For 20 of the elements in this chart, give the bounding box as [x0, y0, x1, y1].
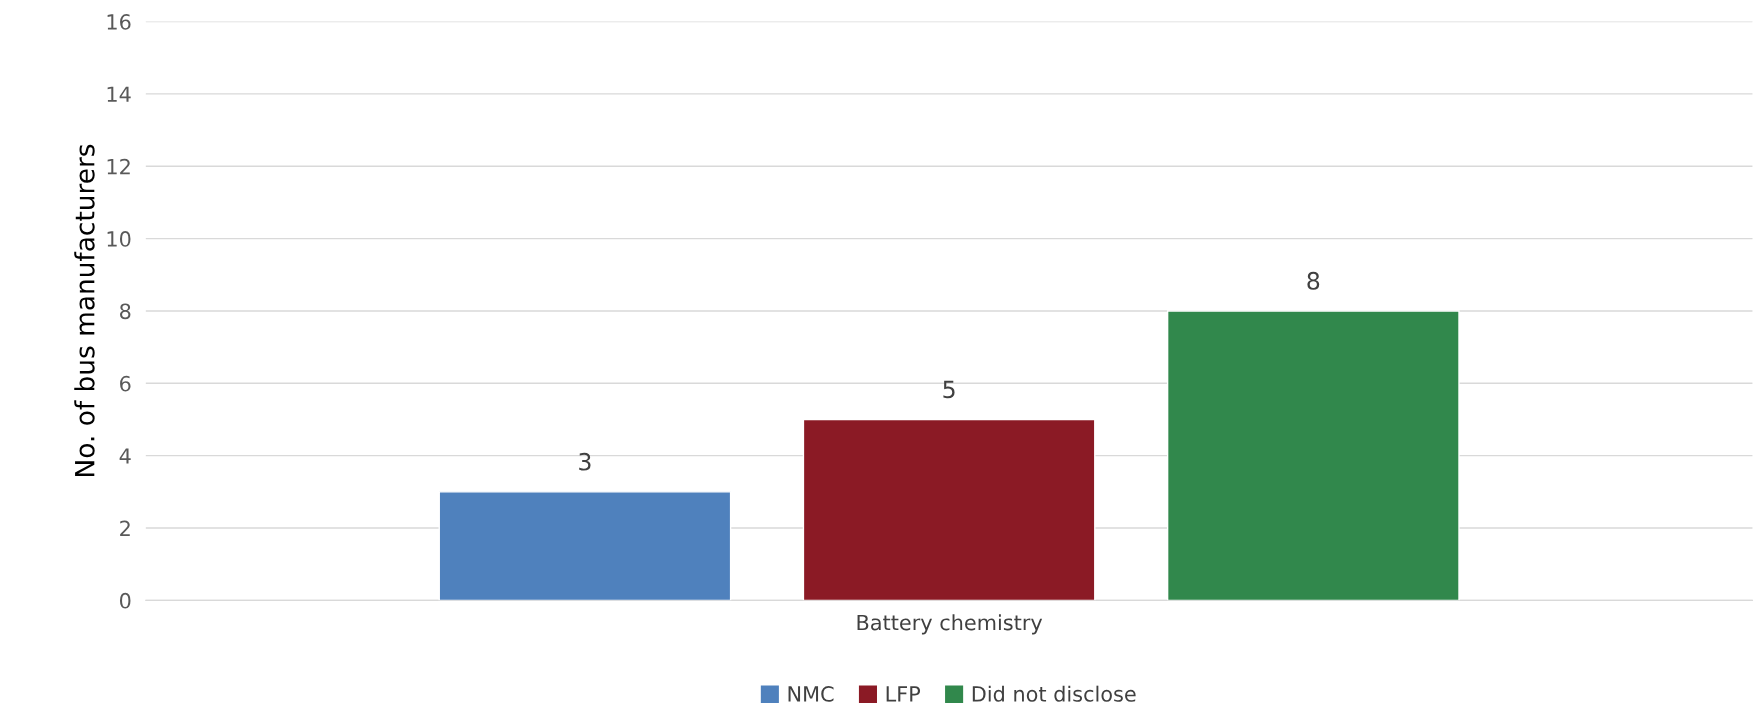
x-tick-label: Battery chemistry: [857, 614, 1043, 635]
legend-label: Did not disclose: [972, 685, 1136, 702]
y-tick-label: 10: [107, 231, 131, 247]
bar: [438, 491, 732, 601]
bar: [1166, 310, 1460, 601]
data-label: 5: [943, 380, 955, 399]
y-tick-label: 16: [107, 14, 131, 30]
y-axis-title: No. of bus manufacturers: [74, 144, 95, 476]
y-tick-label: 8: [120, 303, 131, 320]
y-tick-label: 12: [107, 158, 130, 175]
data-label: 3: [579, 452, 591, 471]
y-tick-label: 14: [107, 86, 131, 102]
legend-label: LFP: [886, 686, 921, 702]
legend-label: NMC: [788, 686, 834, 702]
y-tick-label: 6: [120, 375, 131, 392]
bar: [802, 418, 1096, 601]
y-tick-label: 4: [119, 448, 131, 464]
data-label: 8: [1307, 271, 1320, 290]
y-tick-label: 0: [119, 592, 131, 609]
y-tick-label: 2: [120, 520, 130, 536]
